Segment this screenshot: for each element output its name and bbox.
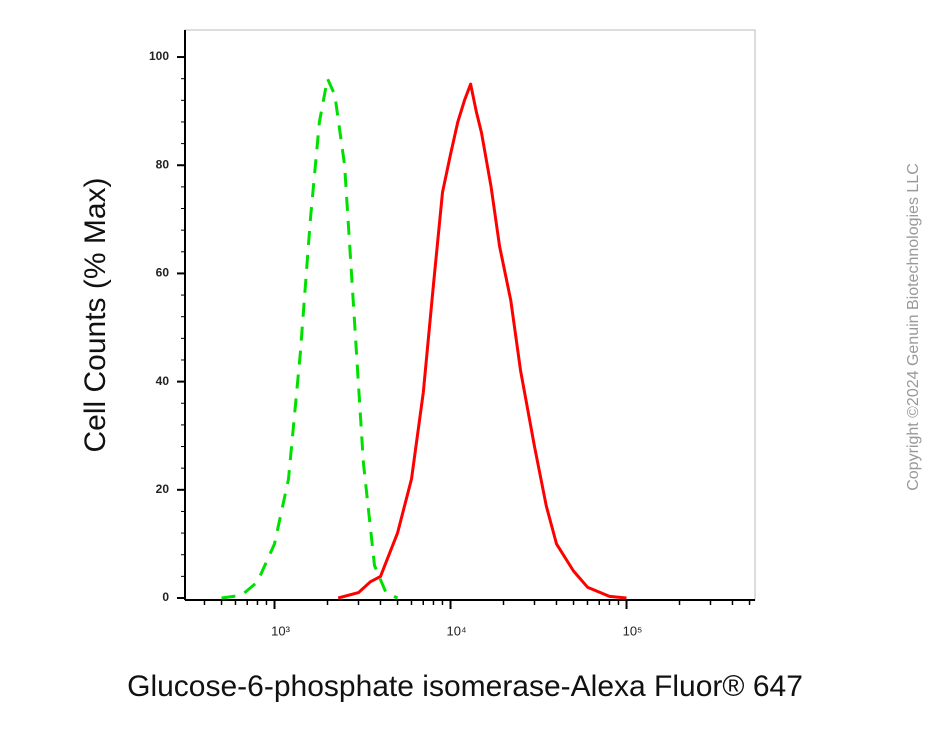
x-tick-label: 10⁵ xyxy=(623,623,643,638)
y-tick-label: 0 xyxy=(162,590,169,604)
y-axis-label: Cell Counts (% Max) xyxy=(79,177,112,452)
watermark: Copyright ©2024 Genuin Biotechnologies L… xyxy=(905,163,922,491)
x-tick-label: 10³ xyxy=(271,623,290,638)
series-line xyxy=(337,82,627,600)
x-axis-label: Glucose-6-phosphate isomerase-Alexa Fluo… xyxy=(127,670,803,703)
y-tick-label: 60 xyxy=(156,266,170,280)
series-line xyxy=(221,77,399,600)
plot-frame xyxy=(184,29,756,601)
x-tick-label: 10⁴ xyxy=(446,623,466,638)
y-tick-label: 40 xyxy=(156,374,170,388)
y-tick-label: 20 xyxy=(156,482,170,496)
y-tick-label: 100 xyxy=(149,49,169,63)
y-tick-label: 80 xyxy=(156,157,170,171)
